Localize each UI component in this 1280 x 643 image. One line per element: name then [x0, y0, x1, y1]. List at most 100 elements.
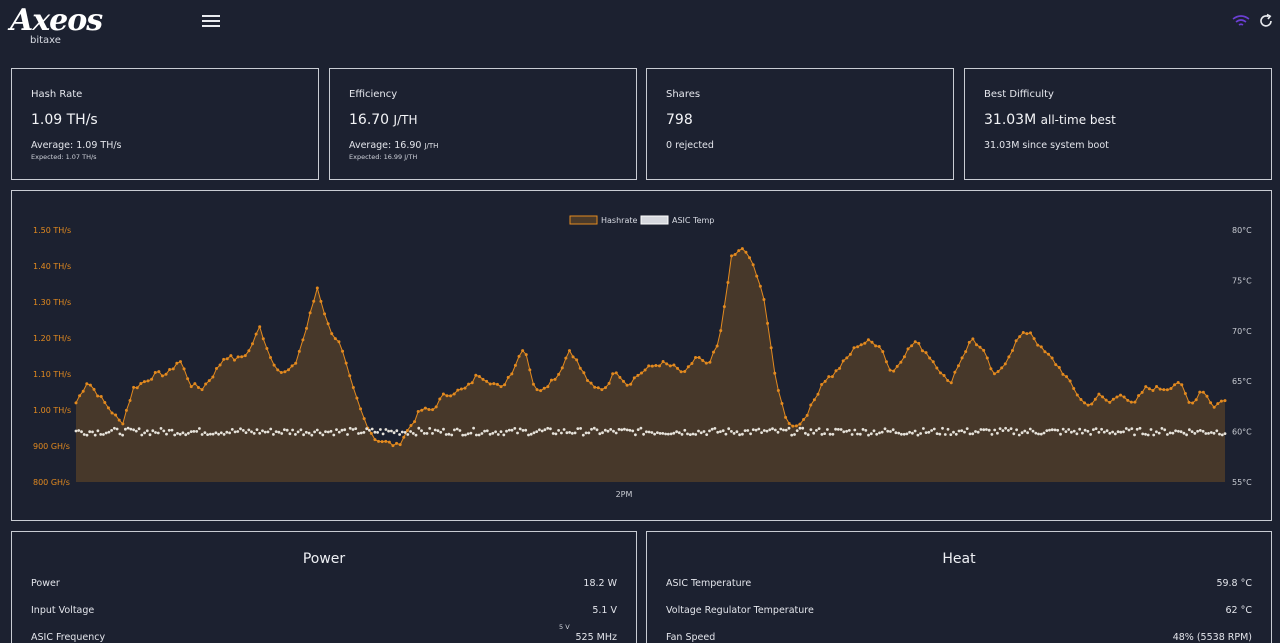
hashrate-point — [722, 305, 726, 309]
legend-hashrate-label[interactable]: Hashrate — [601, 216, 637, 225]
hashrate-point — [1039, 345, 1043, 349]
temp-point — [107, 430, 111, 434]
temp-point — [688, 433, 692, 436]
temp-point — [1127, 428, 1131, 432]
hashrate-point — [971, 337, 975, 341]
temp-point — [812, 431, 816, 435]
wifi-icon[interactable] — [1232, 14, 1250, 28]
hashrate-point — [600, 388, 604, 392]
hashrate-point — [236, 355, 240, 359]
hashrate-point — [614, 371, 618, 375]
temp-point — [115, 427, 119, 431]
hashrate-point — [369, 431, 373, 435]
hashrate-point — [240, 355, 244, 359]
chart-svg[interactable]: Hashrate ASIC Temp 1.50 TH/s 1.40 TH/s 1.3… — [12, 191, 1271, 520]
hashrate-point — [726, 280, 730, 284]
chart-legend[interactable]: Hashrate ASIC Temp — [569, 215, 714, 225]
temp-point — [310, 433, 314, 437]
temp-point — [1081, 431, 1084, 435]
legend-temp-swatch[interactable] — [640, 215, 669, 225]
temp-point — [1157, 431, 1161, 435]
temp-point — [858, 432, 862, 436]
y-left-tick: 1.00 TH/s — [33, 406, 71, 415]
hashrate-point — [935, 366, 939, 370]
temp-point — [631, 429, 635, 433]
temp-point — [417, 426, 421, 430]
hashrate-point — [924, 351, 928, 355]
hashrate-point — [1000, 366, 1004, 370]
temp-point — [795, 429, 799, 432]
hashrate-point — [841, 359, 845, 363]
temp-point — [875, 432, 879, 436]
temp-point — [387, 429, 390, 433]
hashrate-point — [632, 376, 636, 380]
best-difficulty-since-boot: 31.03M since system boot — [984, 140, 1109, 151]
temp-point — [751, 428, 755, 431]
temp-point — [913, 429, 917, 433]
hashrate-value: 1.09 TH/s — [31, 112, 98, 128]
temp-point — [304, 430, 308, 434]
hashrate-point — [654, 364, 658, 368]
temp-point — [768, 428, 772, 432]
temp-point — [230, 428, 234, 431]
efficiency-card: Efficiency 16.70 J/TH Average: 16.90 J/T… — [329, 68, 637, 180]
temp-point — [1067, 428, 1071, 431]
y-left-tick: 900 GH/s — [33, 442, 70, 451]
temp-point — [790, 433, 794, 437]
hashrate-point — [809, 403, 813, 407]
app-logo[interactable]: Axeos bitaxe — [10, 4, 103, 47]
hashrate-point — [380, 440, 384, 444]
temp-point — [1042, 431, 1046, 435]
hashrate-chart[interactable]: Hashrate ASIC Temp 1.50 TH/s 1.40 TH/s 1.3… — [11, 190, 1272, 521]
hashrate-point — [1079, 397, 1083, 401]
temp-point — [126, 426, 130, 430]
best-difficulty-suffix: all-time best — [1040, 113, 1116, 127]
hashrate-points — [74, 247, 1227, 448]
temp-point — [773, 428, 777, 432]
x-tick-2pm: 2PM — [616, 490, 633, 499]
hashrate-point — [157, 370, 161, 374]
temp-point — [853, 428, 857, 432]
hashrate-point — [719, 329, 723, 333]
hashrate-point — [715, 344, 719, 348]
temp-point — [957, 429, 961, 433]
temp-point — [699, 431, 703, 435]
hashrate-point — [956, 364, 960, 368]
temp-point — [735, 430, 739, 434]
legend-temp-label[interactable]: ASIC Temp — [672, 216, 714, 225]
heat-panel: Heat ASIC Temperature 59.8 °C Voltage Re… — [646, 531, 1272, 643]
voltage-note: 5 V — [559, 623, 570, 631]
hashrate-point — [474, 373, 478, 377]
temp-point — [1174, 429, 1177, 433]
hashrate-point — [506, 375, 510, 379]
hashrate-point — [1151, 388, 1155, 392]
temp-point — [562, 428, 566, 431]
hashrate-point — [564, 356, 568, 360]
temp-point — [184, 433, 188, 437]
refresh-icon[interactable] — [1257, 12, 1275, 30]
hashrate-point — [1083, 401, 1087, 405]
temp-point — [368, 428, 371, 432]
hashrate-point — [863, 341, 867, 345]
efficiency-expected: Expected: 16.99 J/TH — [349, 153, 418, 161]
hashrate-point — [575, 358, 579, 362]
temp-point — [691, 432, 695, 436]
temp-point — [343, 428, 347, 432]
temp-point — [532, 431, 536, 435]
temp-point — [565, 431, 569, 435]
legend-hashrate-swatch[interactable] — [569, 215, 598, 225]
hashrate-point — [229, 354, 233, 358]
menu-icon[interactable] — [200, 12, 222, 32]
temp-point — [1034, 431, 1038, 435]
temp-point — [1209, 431, 1213, 434]
hashrate-point — [838, 366, 842, 370]
hashrate-point — [730, 254, 734, 258]
temp-point — [782, 428, 785, 432]
hashrate-point — [585, 378, 589, 382]
temp-point — [861, 428, 865, 431]
temp-point — [1075, 432, 1079, 436]
hashrate-point — [1223, 399, 1227, 403]
temp-point — [472, 426, 475, 430]
temp-point — [357, 432, 360, 435]
hashrate-point — [1032, 337, 1036, 341]
